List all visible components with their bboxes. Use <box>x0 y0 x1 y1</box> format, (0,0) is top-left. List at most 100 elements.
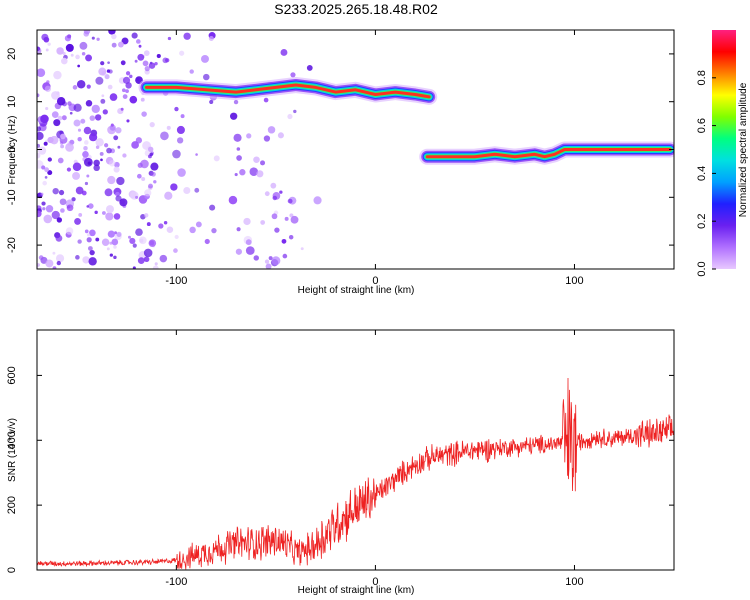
noise-speck <box>293 109 297 114</box>
y-tick-label: 400 <box>6 431 18 449</box>
noise-speck <box>158 223 164 229</box>
noise-speck <box>179 50 185 56</box>
noise-speck <box>132 243 137 248</box>
noise-speck <box>114 161 120 168</box>
colorbar-tick-label: 0.4 <box>696 166 708 181</box>
noise-speck <box>56 260 61 266</box>
noise-speck <box>272 195 278 201</box>
noise-speck <box>44 176 48 179</box>
noise-speck <box>151 171 156 177</box>
noise-speck <box>147 146 154 152</box>
noise-speck <box>104 143 109 148</box>
noise-speck <box>60 208 65 213</box>
y-tick-label: 20 <box>6 48 18 60</box>
noise-speck <box>180 114 185 119</box>
noise-speck <box>107 175 116 185</box>
noise-speck <box>148 183 154 189</box>
noise-speck <box>83 31 90 37</box>
noise-speck <box>236 227 241 232</box>
y-tick-label: 10 <box>6 96 18 108</box>
noise-speck <box>183 32 191 40</box>
noise-speck <box>111 33 117 40</box>
noise-speck <box>45 106 49 111</box>
noise-speck <box>183 186 191 195</box>
noise-speck <box>249 167 259 176</box>
noise-speck <box>37 152 41 159</box>
noise-speck <box>95 145 100 149</box>
ridge-band <box>145 83 431 99</box>
noise-speck <box>270 182 277 189</box>
noise-speck <box>85 100 93 107</box>
noise-speck <box>41 201 46 206</box>
noise-speck <box>37 68 46 78</box>
noise-speck <box>40 192 44 196</box>
noise-speck <box>245 239 252 246</box>
noise-speck <box>108 30 116 35</box>
bottom-xlabel: Height of straight line (km) <box>298 585 415 596</box>
noise-speck <box>60 133 66 140</box>
noise-specks <box>37 30 338 269</box>
noise-speck <box>44 85 52 92</box>
noise-speck <box>121 37 129 45</box>
noise-speck <box>76 79 86 89</box>
noise-speck <box>115 195 122 202</box>
noise-speck <box>41 33 49 41</box>
noise-speck <box>213 155 220 162</box>
bottom-frame <box>36 329 675 571</box>
noise-speck <box>42 180 47 186</box>
noise-speck <box>277 132 284 139</box>
noise-speck <box>77 239 82 244</box>
noise-speck <box>86 174 90 178</box>
noise-speck <box>174 234 179 240</box>
noise-speck <box>61 57 68 65</box>
noise-speck <box>111 238 119 246</box>
noise-speck <box>154 262 158 266</box>
colorbar-gradient <box>712 30 736 269</box>
noise-speck <box>44 167 50 173</box>
noise-speck <box>172 149 181 159</box>
noise-speck <box>86 233 91 237</box>
noise-speck <box>78 213 83 217</box>
noise-speck <box>117 41 124 48</box>
chart-title: S233.2025.265.18.48.R02 <box>274 1 438 17</box>
noise-speck <box>239 169 246 176</box>
noise-speck <box>77 128 81 132</box>
noise-speck <box>47 157 52 162</box>
noise-speck <box>245 246 255 255</box>
noise-speck <box>65 143 74 152</box>
noise-speck <box>100 158 103 162</box>
snr-panel: -100 0 100 0 200 400 600 Height of straight li… <box>6 329 675 596</box>
noise-speck <box>120 60 126 66</box>
ridge-band <box>425 148 672 159</box>
noise-speck <box>109 93 118 101</box>
noise-speck <box>159 254 168 263</box>
noise-speck <box>108 160 116 167</box>
noise-speck <box>140 97 145 102</box>
noise-speck <box>194 187 200 193</box>
noise-speck <box>47 42 51 46</box>
noise-speck <box>106 69 111 73</box>
noise-speck <box>230 112 238 120</box>
noise-speck <box>65 227 74 235</box>
colorbar-tick-label: 0.6 <box>696 118 708 133</box>
noise-speck <box>260 160 266 166</box>
noise-speck <box>53 70 62 80</box>
noise-speck <box>86 84 91 89</box>
noise-speck <box>148 239 157 247</box>
noise-speck <box>95 138 104 147</box>
noise-speck <box>144 189 152 197</box>
noise-speck <box>82 256 90 264</box>
noise-speck <box>134 59 138 63</box>
noise-speck <box>37 210 42 218</box>
noise-speck <box>246 133 252 139</box>
noise-speck <box>51 210 60 220</box>
noise-speck <box>42 207 46 211</box>
x-tick-label: -100 <box>165 275 187 287</box>
noise-speck <box>271 213 278 220</box>
noise-speck <box>160 131 169 141</box>
noise-speck <box>116 231 122 237</box>
noise-speck <box>49 135 59 145</box>
noise-speck <box>107 61 110 64</box>
y-tick-label: 0 <box>6 567 18 573</box>
